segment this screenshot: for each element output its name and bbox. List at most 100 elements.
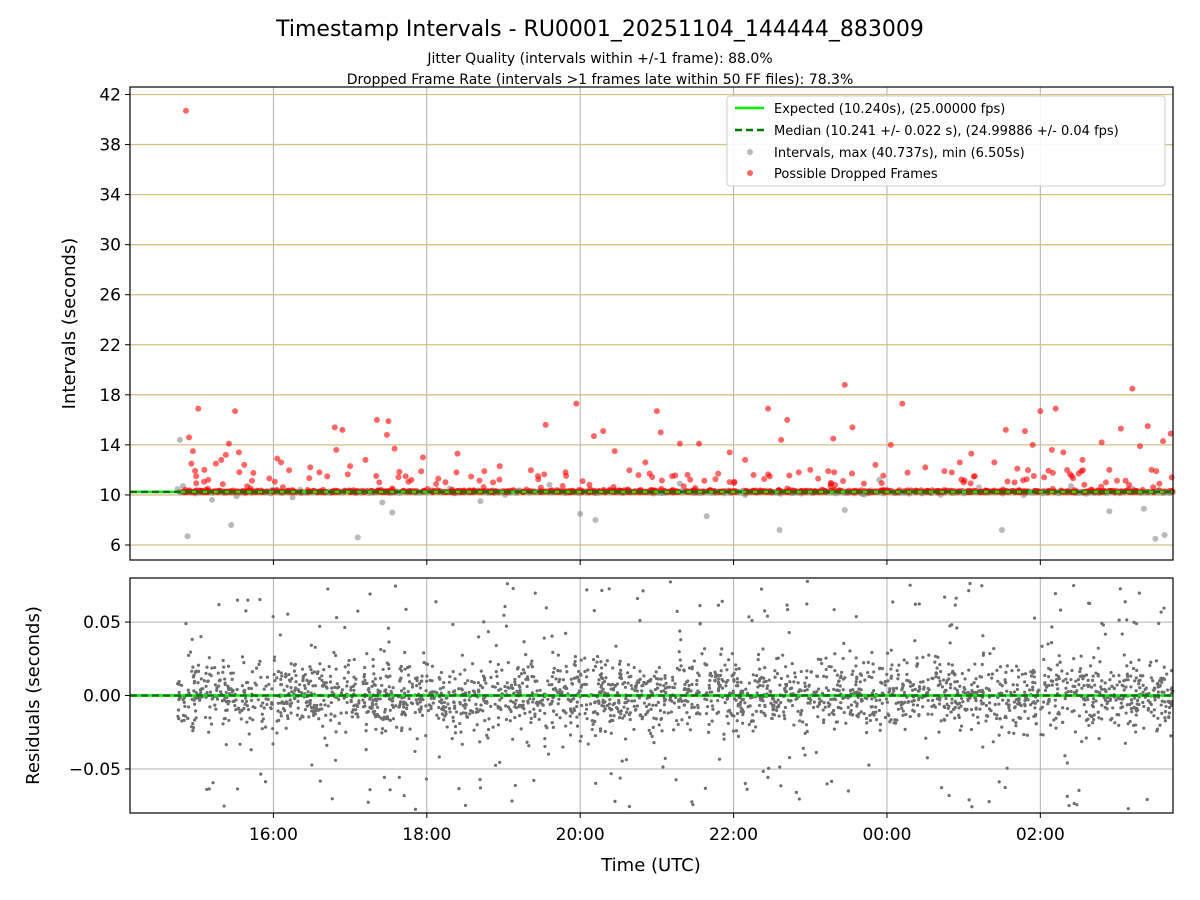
residual-point	[971, 713, 975, 717]
residual-point	[799, 711, 803, 715]
dropped-frame-point	[742, 456, 749, 463]
dropped-frame-point	[1098, 439, 1105, 446]
legend-intervals-label: Intervals, max (40.737s), min (6.505s)	[774, 146, 1025, 161]
residual-point	[504, 624, 509, 628]
residual-point	[387, 667, 391, 671]
residual-point	[444, 710, 448, 714]
dropped-frame-point	[248, 477, 255, 484]
x-axis-label: Time (UTC)	[600, 855, 701, 876]
dropped-frame-point	[476, 477, 483, 484]
residual-point	[833, 652, 837, 656]
residual-point	[609, 772, 613, 776]
dropped-frame-point	[1060, 449, 1067, 456]
interval-outlier-point	[354, 534, 361, 541]
dropped-frame-point	[186, 434, 193, 441]
residual-point	[270, 700, 274, 705]
residual-point	[1086, 678, 1090, 682]
residual-point	[198, 696, 202, 701]
residual-point	[801, 746, 805, 750]
dropped-frame-point	[542, 421, 549, 428]
dropped-frame-point	[250, 469, 257, 476]
residual-point	[829, 779, 834, 784]
dropped-frame-point	[1041, 474, 1048, 481]
residual-point	[513, 682, 517, 687]
residual-point	[1014, 664, 1019, 668]
residual-point	[555, 713, 559, 717]
residual-point	[953, 705, 957, 709]
residual-point	[575, 715, 579, 719]
residual-point	[921, 680, 925, 684]
residual-point	[344, 711, 348, 715]
residual-point	[391, 717, 396, 721]
intervals-y-tick-label-6: 30	[99, 236, 121, 256]
residual-point	[908, 583, 912, 587]
residual-point	[342, 696, 346, 700]
residual-point	[890, 663, 894, 667]
residual-point	[288, 698, 292, 702]
residual-point	[603, 663, 608, 667]
residual-point	[246, 598, 250, 602]
residual-point	[342, 676, 346, 680]
residual-point	[522, 707, 526, 711]
residual-point	[685, 680, 689, 684]
dropped-frame-point	[1126, 481, 1133, 488]
residual-point	[970, 805, 974, 809]
residual-point	[656, 677, 660, 681]
residual-point	[747, 681, 751, 685]
residual-point	[790, 703, 795, 708]
residual-point	[872, 713, 876, 717]
interval-outlier-point	[379, 499, 386, 506]
residual-point	[1078, 670, 1082, 674]
residual-point	[943, 595, 947, 599]
residual-point	[1094, 671, 1098, 675]
residual-point	[867, 763, 871, 767]
residual-point	[260, 727, 264, 731]
residual-point	[747, 615, 751, 619]
residual-point	[1128, 702, 1132, 707]
residual-point	[373, 683, 377, 687]
residual-point	[463, 698, 467, 702]
residual-point	[981, 634, 985, 638]
dropped-frame-point	[696, 440, 703, 447]
dropped-frame-point	[347, 463, 354, 470]
residual-point	[441, 705, 445, 709]
residual-point	[339, 711, 343, 715]
residual-point	[394, 704, 398, 708]
residual-point	[1061, 679, 1065, 683]
residual-point	[1132, 620, 1136, 624]
residual-point	[695, 682, 699, 686]
dropped-frame-point	[1167, 430, 1174, 437]
residual-point	[1149, 660, 1153, 664]
residual-point	[707, 686, 712, 690]
residual-point	[805, 688, 809, 692]
residual-point	[1015, 683, 1019, 687]
residual-point	[716, 603, 721, 607]
residual-point	[891, 686, 895, 691]
residual-point	[1080, 674, 1084, 678]
residual-point	[480, 686, 485, 690]
residual-point	[614, 705, 619, 710]
residual-point	[640, 689, 644, 693]
intervals-y-tick-label-4: 22	[99, 336, 121, 356]
residual-point	[344, 730, 348, 734]
residual-point	[395, 725, 399, 729]
residual-point	[720, 647, 724, 651]
residual-point	[683, 682, 687, 687]
residual-point	[1163, 716, 1167, 720]
residual-point	[498, 760, 502, 764]
residual-point	[191, 722, 195, 726]
residual-point	[493, 685, 497, 689]
residual-point	[494, 643, 498, 648]
residual-point	[769, 701, 773, 705]
residual-point	[440, 712, 445, 716]
residual-point	[709, 699, 713, 703]
chart-title: Timestamp Intervals - RU0001_20251104_14…	[275, 17, 924, 42]
residual-point	[290, 690, 294, 694]
dropped-frame-point	[1137, 443, 1144, 450]
residual-point	[546, 679, 550, 683]
dropped-frame-point	[219, 481, 226, 488]
residual-point	[310, 763, 314, 767]
residual-point	[619, 709, 623, 713]
residual-point	[418, 686, 422, 690]
dropped-frame-point	[339, 426, 346, 433]
